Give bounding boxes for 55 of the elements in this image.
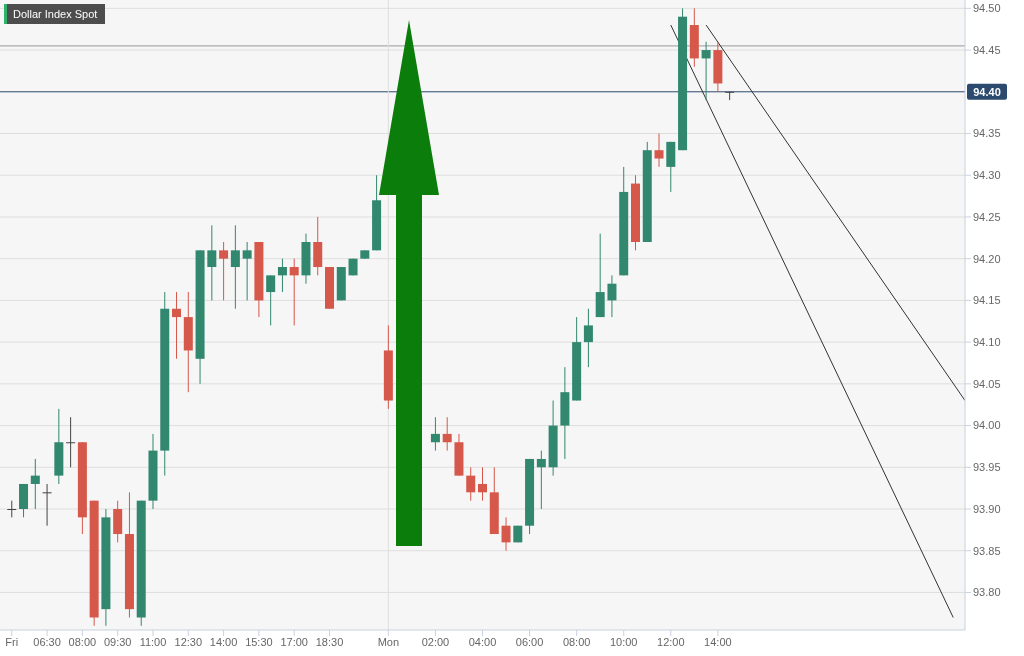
y-tick-label: 94.35 (973, 127, 1001, 140)
x-tick-label: 12:00 (657, 635, 685, 648)
candlestick (266, 274, 276, 326)
candlestick (442, 416, 452, 452)
y-tick-label: 94.25 (973, 210, 1001, 223)
y-tick-label: 94.30 (973, 169, 1001, 182)
y-tick-label: 93.85 (973, 544, 1001, 557)
x-tick-label: 02:00 (421, 635, 450, 648)
x-tick-label: 14:00 (209, 635, 238, 648)
x-tick-label: 15:30 (245, 635, 273, 648)
x-tick-label: 11:00 (139, 635, 167, 648)
candlestick (607, 274, 617, 318)
y-tick-label: 93.90 (973, 502, 1001, 515)
x-tick-label: 06:00 (515, 635, 544, 648)
x-tick-label: 10:00 (609, 635, 638, 648)
y-tick-label: 94.15 (973, 294, 1001, 307)
ref-line-label: 94.40 (973, 85, 1001, 98)
candlestick (289, 258, 299, 326)
candlestick (501, 516, 511, 552)
x-tick-label: 06:30 (33, 635, 61, 648)
candlestick (30, 458, 40, 510)
text: Dollar Index Spot (13, 8, 98, 20)
x-tick-label: 14:00 (704, 635, 732, 648)
candlestick (583, 308, 593, 368)
candlestick (42, 483, 52, 527)
x-tick-label: Mon (377, 635, 400, 648)
candlestick (207, 224, 217, 301)
x-tick-label: 08:00 (562, 635, 591, 648)
y-tick-label: 94.45 (973, 43, 1001, 56)
candlestick (536, 450, 546, 510)
y-tick-label: 94.10 (973, 336, 1001, 349)
x-tick-label: 04:00 (468, 635, 497, 648)
y-tick-label: 93.95 (973, 461, 1001, 474)
x-tick-label: 18:30 (315, 635, 344, 648)
x-tick-label: 08:00 (68, 635, 97, 648)
x-tick-label: 09:30 (103, 635, 132, 648)
x-tick-label: Fri (5, 635, 19, 648)
y-tick-label: 93.80 (973, 586, 1001, 599)
candlestick (172, 291, 182, 360)
candlestick (478, 466, 487, 502)
x-tick-label: 12:30 (174, 635, 203, 648)
candlestick (701, 41, 711, 101)
y-tick-label: 94.05 (973, 377, 1001, 390)
y-tick-label: 94.00 (973, 419, 1001, 432)
candlestick (654, 133, 664, 168)
candlestick (277, 258, 287, 293)
x-tick-label: 17:00 (280, 635, 308, 648)
candlestick (242, 241, 252, 301)
y-tick-label: 94.50 (973, 2, 1001, 15)
candlestick (230, 224, 240, 310)
candlestick (66, 416, 76, 468)
y-tick-label: 94.20 (973, 252, 1001, 265)
candlestick (430, 416, 440, 452)
candlestick (466, 466, 476, 502)
candlestick (219, 241, 229, 301)
